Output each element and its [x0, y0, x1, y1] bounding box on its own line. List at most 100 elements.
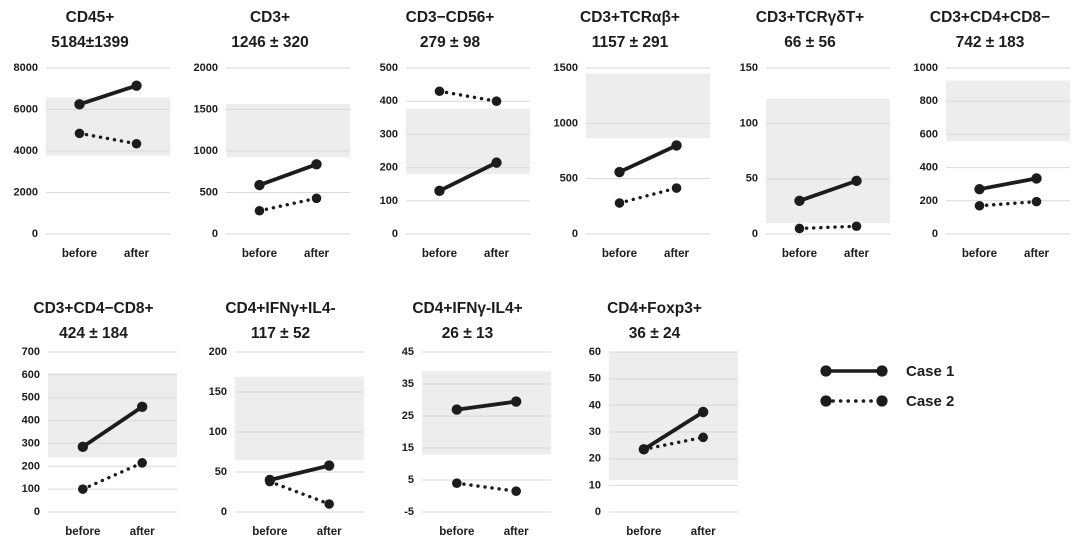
x-tick-label: after — [844, 248, 869, 260]
data-point — [794, 223, 805, 234]
y-tick-label: 100 — [209, 426, 227, 438]
panel-row-2: CD3+CD4−CD8+ 424 ± 184 0 100 200 300 400 500 600… — [0, 288, 748, 540]
x-tick-label: before — [65, 526, 100, 538]
panel-subtitle-mean-sd: 66 ± 56 — [784, 34, 836, 51]
panel-chart: 0 500 1000 1500 2000 before after — [194, 62, 350, 260]
reference-band — [946, 80, 1070, 142]
data-point — [311, 159, 322, 170]
y-tick-label: 60 — [589, 346, 601, 358]
y-tick-label: 20 — [589, 453, 601, 465]
panel-5: CD3+CD4+CD8− 742 ± 183 0 200 400 600 800 1000 be… — [900, 0, 1080, 270]
data-point — [254, 205, 265, 216]
solid-line-sample-icon — [820, 365, 888, 377]
y-tick-label: 0 — [221, 506, 227, 518]
panel-title-block: CD4+IFNγ+IL4- 117 ± 52 — [187, 288, 374, 346]
data-point — [324, 499, 334, 509]
x-tick-label: after — [504, 526, 529, 538]
y-tick-label: 8000 — [14, 62, 38, 74]
data-point — [639, 444, 649, 455]
y-tick-label: 1000 — [914, 62, 938, 74]
case1-line — [258, 162, 318, 187]
panel-title-block: CD4+Foxp3+ 36 ± 24 — [561, 288, 748, 346]
x-tick-label: after — [691, 526, 716, 538]
y-tick-label: 5 — [408, 474, 414, 486]
data-point — [311, 193, 322, 204]
data-point — [136, 401, 148, 413]
panel-title: CD3+TCRγδT+ — [755, 9, 865, 26]
x-tick-label: before — [252, 526, 287, 538]
panel-6: CD3+CD4−CD8+ 424 ± 184 0 100 200 300 400 500 600… — [0, 288, 187, 540]
panel-title: CD3−CD56+ — [405, 9, 495, 26]
panel-title: CD4+IFNγ+IL4- — [225, 300, 336, 317]
panel-subtitle-mean-sd: 26 ± 13 — [441, 325, 494, 342]
data-point — [1031, 196, 1042, 207]
x-tick-label: after — [304, 248, 329, 260]
panel-title-block: CD4+IFNγ-IL4+ 26 ± 13 — [374, 288, 561, 346]
panel-9: CD4+Foxp3+ 36 ± 24 0 10 20 30 40 50 60 before afte… — [561, 288, 748, 540]
x-tick-label: before — [626, 526, 661, 538]
case1-line — [979, 176, 1037, 192]
panel-title: CD3+ — [249, 9, 291, 26]
panel-chart: 0 50 100 150 200 before after — [209, 346, 364, 538]
case2-line — [797, 224, 859, 231]
y-tick-label: 300 — [22, 437, 40, 449]
data-point — [434, 185, 445, 197]
case1-line — [618, 143, 678, 174]
panel-4: CD3+TCRγδT+ 66 ± 56 0 50 100 150 before after — [720, 0, 900, 270]
case1-line — [438, 160, 498, 193]
case1-line — [798, 179, 858, 203]
case1-line — [642, 410, 705, 451]
y-tick-label: 25 — [402, 410, 414, 422]
y-tick-label: 0 — [932, 228, 938, 240]
panel-chart: 0 2000 4000 6000 8000 before after — [14, 62, 170, 260]
y-tick-label: 100 — [22, 483, 40, 495]
data-point — [254, 179, 265, 191]
panel-title: CD3+CD4−CD8+ — [33, 300, 154, 317]
y-tick-label: -5 — [404, 506, 414, 518]
panel-chart: 0 50 100 150 before after — [740, 62, 890, 260]
panel-title-block: CD45+ 5184±1399 — [0, 0, 180, 58]
y-tick-label: 200 — [380, 162, 398, 174]
data-point — [74, 128, 85, 139]
panel-8: CD4+IFNγ-IL4+ 26 ± 13 -5 5 15 25 35 45 before aft… — [374, 288, 561, 540]
data-point — [851, 175, 862, 187]
case1-line — [456, 399, 517, 412]
x-tick-label: after — [664, 248, 689, 260]
panel-3: CD3+TCRαβ+ 1157 ± 291 0 500 1000 1500 before af… — [540, 0, 720, 270]
reference-band — [422, 371, 551, 455]
y-tick-label: 0 — [392, 228, 398, 240]
y-tick-label: 1500 — [554, 62, 578, 74]
y-tick-label: 0 — [595, 506, 601, 518]
x-tick-label: after — [124, 248, 149, 260]
case2-line — [257, 196, 319, 213]
data-point — [74, 99, 85, 110]
y-tick-label: 4000 — [14, 145, 38, 157]
panel-title-block: CD3+TCRαβ+ 1157 ± 291 — [540, 0, 720, 58]
data-point — [614, 166, 625, 178]
y-tick-label: 300 — [380, 128, 398, 140]
y-tick-label: 700 — [22, 346, 40, 358]
data-point — [131, 138, 142, 149]
y-tick-label: 45 — [402, 346, 414, 358]
y-tick-label: 0 — [572, 228, 578, 240]
reference-band — [235, 376, 364, 460]
panel-7: CD4+IFNγ+IL4- 117 ± 52 0 50 100 150 200 before a… — [187, 288, 374, 540]
y-tick-label: 500 — [380, 62, 398, 74]
panel-subtitle-mean-sd: 742 ± 183 — [955, 34, 1025, 51]
y-tick-label: 600 — [22, 369, 40, 381]
data-point — [451, 404, 463, 415]
data-point — [510, 396, 522, 407]
panel-chart: 0 200 400 600 800 1000 before after — [914, 62, 1070, 260]
y-tick-label: 1500 — [194, 104, 218, 116]
data-point — [851, 221, 862, 232]
y-tick-label: 0 — [32, 228, 38, 240]
y-tick-label: 100 — [740, 117, 758, 129]
case2-line — [268, 479, 331, 506]
panel-title-block: CD3−CD56+ 279 ± 98 — [360, 0, 540, 58]
case1-line — [81, 405, 144, 449]
legend: Case 1 Case 2 — [818, 356, 954, 416]
y-tick-label: 1000 — [554, 117, 578, 129]
reference-band — [766, 98, 890, 223]
y-tick-label: 500 — [22, 392, 40, 404]
